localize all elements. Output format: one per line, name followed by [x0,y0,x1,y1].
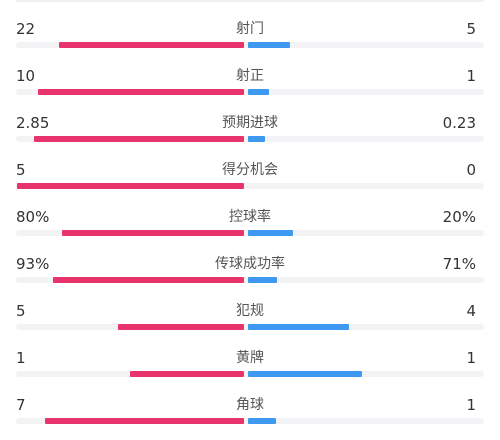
away-bar [248,277,277,283]
stat-row-expected-goals: 2.85 预期进球 0.23 [0,94,500,142]
home-bar [118,324,244,330]
stat-label: 射正 [236,68,264,84]
away-value: 0.23 [442,114,476,132]
home-bar [17,183,244,189]
away-bar [248,418,276,424]
stat-track [16,183,484,189]
home-bar [34,136,244,142]
away-value: 71% [442,255,476,273]
stat-row-shots-on-target: 10 射正 1 [0,47,500,95]
away-value: 0 [466,161,476,179]
stat-label: 传球成功率 [215,256,285,272]
home-bar [45,418,244,424]
home-value: 2.85 [16,114,50,132]
away-value: 1 [466,67,476,85]
away-value: 4 [466,302,476,320]
stat-label: 犯规 [236,303,264,319]
stat-label: 预期进球 [222,115,278,131]
away-bar [248,371,362,377]
stat-label: 控球率 [229,209,271,225]
away-bar [248,42,290,48]
home-bar [62,230,244,236]
home-bar [38,89,244,95]
home-bar [130,371,244,377]
home-value: 7 [16,396,26,414]
stat-row-possession: 80% 控球率 20% [0,188,500,236]
home-value: 10 [16,67,36,85]
home-bar [53,277,244,283]
home-value: 5 [16,302,26,320]
stat-row-corners: 7 角球 1 [0,376,500,424]
stat-label: 角球 [236,397,264,413]
away-value: 1 [466,396,476,414]
away-value: 1 [466,349,476,367]
stat-label: 射门 [236,21,264,37]
stat-label: 得分机会 [222,162,278,178]
away-bar [248,324,349,330]
away-bar [248,89,269,95]
home-value: 80% [16,208,50,226]
home-bar [59,42,244,48]
home-value: 93% [16,255,50,273]
stat-row-big-chances: 5 得分机会 0 [0,141,500,189]
away-bar [248,136,265,142]
stat-row-shots: 22 射门 5 [0,0,500,48]
away-value: 20% [442,208,476,226]
stat-row-pass-accuracy: 93% 传球成功率 71% [0,235,500,283]
home-value: 5 [16,161,26,179]
home-value: 22 [16,20,36,38]
stat-row-fouls: 5 犯规 4 [0,282,500,330]
away-bar [248,230,293,236]
stat-label: 黄牌 [236,350,264,366]
top-divider [16,0,484,2]
home-value: 1 [16,349,26,367]
stat-row-yellow-cards: 1 黄牌 1 [0,329,500,377]
away-value: 5 [466,20,476,38]
